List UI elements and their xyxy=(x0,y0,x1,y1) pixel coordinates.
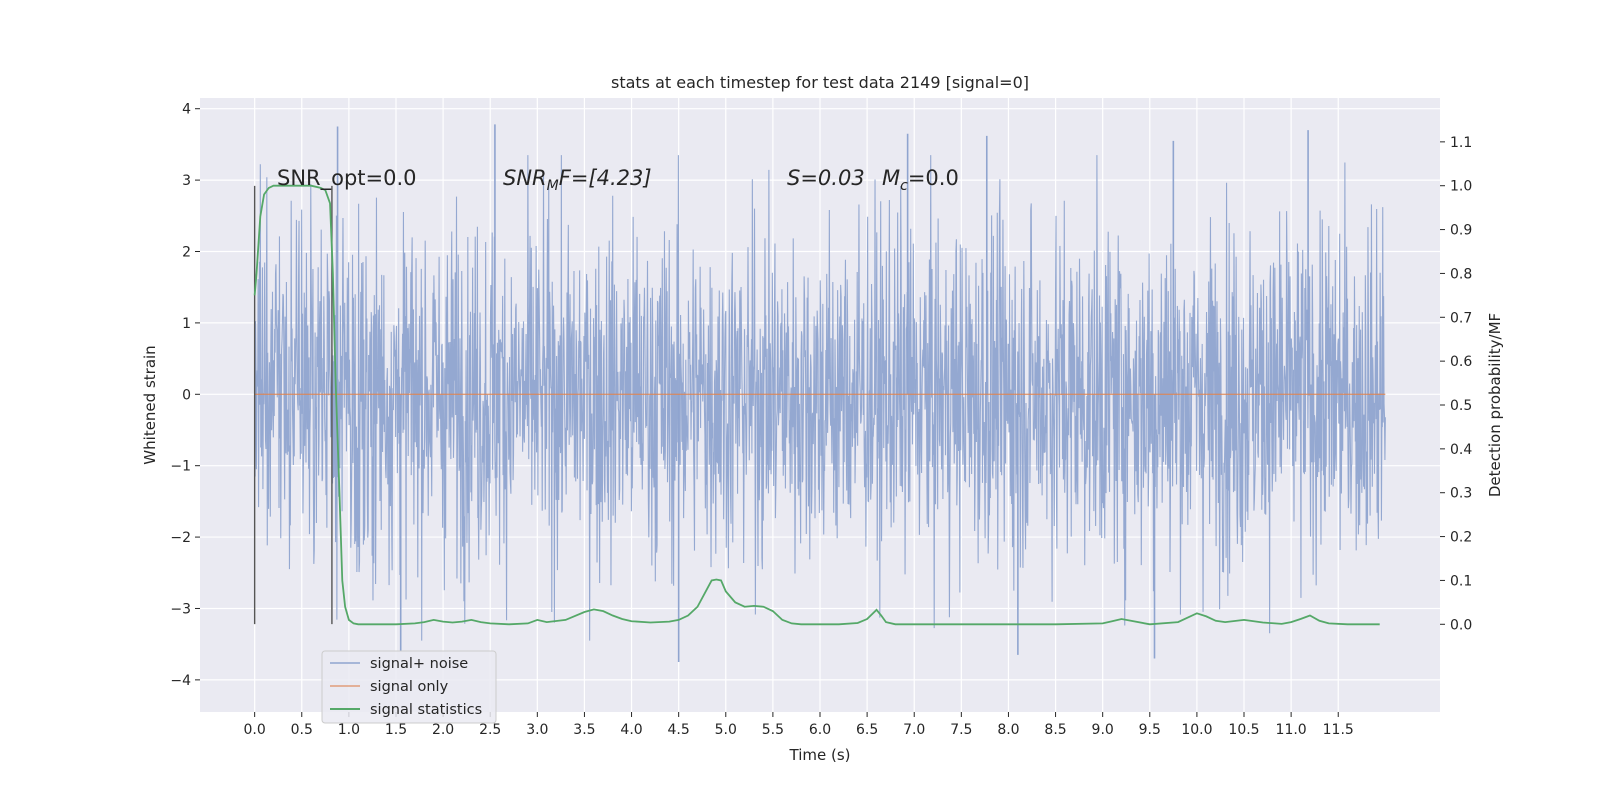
legend-label-signal-statistics: signal statistics xyxy=(370,702,482,718)
annotation-snr-opt: SNR_opt=0.0 xyxy=(277,166,417,191)
x-tick-label: 1.5 xyxy=(385,722,407,738)
y-tick-label: 0 xyxy=(182,387,191,403)
x-tick-label: 9.0 xyxy=(1092,722,1114,738)
annotations: SNR_opt=0.0 SNRMF=[4.23] S=0.03 Mc=0.0 xyxy=(277,166,959,194)
y-tick-label: 3 xyxy=(182,173,191,189)
y-right-tick-label: 0.9 xyxy=(1450,223,1472,239)
y-tick-label: −1 xyxy=(170,459,191,475)
y-right-tick-label: 0.4 xyxy=(1450,442,1472,458)
x-tick-label: 6.0 xyxy=(809,722,831,738)
annotation-s: S=0.03 xyxy=(787,166,865,190)
x-tick-label: 4.5 xyxy=(668,722,690,738)
x-tick-label: 7.5 xyxy=(950,722,972,738)
y-right-tick-label: 0.8 xyxy=(1450,266,1472,282)
x-tick-label: 5.0 xyxy=(715,722,737,738)
y-tick-label: 2 xyxy=(182,245,191,261)
y-tick-label: −3 xyxy=(170,601,191,617)
x-tick-label: 1.0 xyxy=(338,722,360,738)
y-tick-label: −2 xyxy=(170,530,191,546)
chart-title: stats at each timestep for test data 214… xyxy=(611,73,1029,92)
x-axis-label: Time (s) xyxy=(789,746,851,764)
x-tick-label: 10.5 xyxy=(1228,722,1259,738)
series-signal-statistics xyxy=(253,184,1380,626)
signal-statistics-line xyxy=(253,184,1380,626)
y-right-tick-label: 0.0 xyxy=(1450,617,1472,633)
axes: 0.0 0.5 1.0 1.5 2.0 2.5 3.0 3.5 4.0 4.5 5.0 5.5 6.0 6… xyxy=(170,102,1472,738)
series-signal-noise xyxy=(254,124,1386,663)
x-tick-label: 11.0 xyxy=(1276,722,1307,738)
x-tick-label: 9.5 xyxy=(1139,722,1161,738)
x-tick-label: 4.0 xyxy=(620,722,642,738)
annotation-mc: Mc=0.0 xyxy=(882,166,959,194)
y-right-axis-label: Detection probability/MF xyxy=(1486,313,1504,497)
x-tick-label: 8.0 xyxy=(997,722,1019,738)
x-tick-label: 7.0 xyxy=(903,722,925,738)
x-tick-label: 3.0 xyxy=(526,722,548,738)
legend-box xyxy=(321,650,497,724)
x-tick-label: 2.5 xyxy=(479,722,501,738)
x-tick-label: 2.0 xyxy=(432,722,454,738)
y-tick-label: −4 xyxy=(170,673,191,689)
y-right-tick-label: 0.7 xyxy=(1450,310,1472,326)
y-tick-label: 4 xyxy=(182,102,191,118)
y-right-tick-label: 1.1 xyxy=(1450,135,1472,151)
legend: signal+ noise signal only signal statist… xyxy=(321,650,497,724)
x-tick-label: 8.5 xyxy=(1044,722,1066,738)
y-right-tick-label: 0.3 xyxy=(1450,486,1472,502)
y-right-tick-label: 0.2 xyxy=(1450,530,1472,546)
x-tick-label: 0.0 xyxy=(244,722,266,738)
legend-label-signal-only: signal only xyxy=(370,679,449,695)
y-right-tick-label: 0.1 xyxy=(1450,573,1472,589)
x-tick-label: 5.5 xyxy=(762,722,784,738)
noise-trace xyxy=(254,155,1386,641)
y-axis-label: Whitened strain xyxy=(141,345,159,464)
x-tick-label: 6.5 xyxy=(856,722,878,738)
y-tick-label: 1 xyxy=(182,316,191,332)
annotation-snr-mf: SNRMF=[4.23] xyxy=(503,166,652,194)
y-right-tick-label: 0.5 xyxy=(1450,398,1472,414)
x-tick-label: 0.5 xyxy=(291,722,313,738)
x-tick-label: 10.0 xyxy=(1181,722,1212,738)
x-tick-label: 3.5 xyxy=(573,722,595,738)
y-right-tick-label: 1.0 xyxy=(1450,179,1472,195)
y-right-tick-label: 0.6 xyxy=(1450,354,1472,370)
legend-label-signal-noise: signal+ noise xyxy=(370,656,468,672)
x-tick-label: 11.5 xyxy=(1323,722,1354,738)
